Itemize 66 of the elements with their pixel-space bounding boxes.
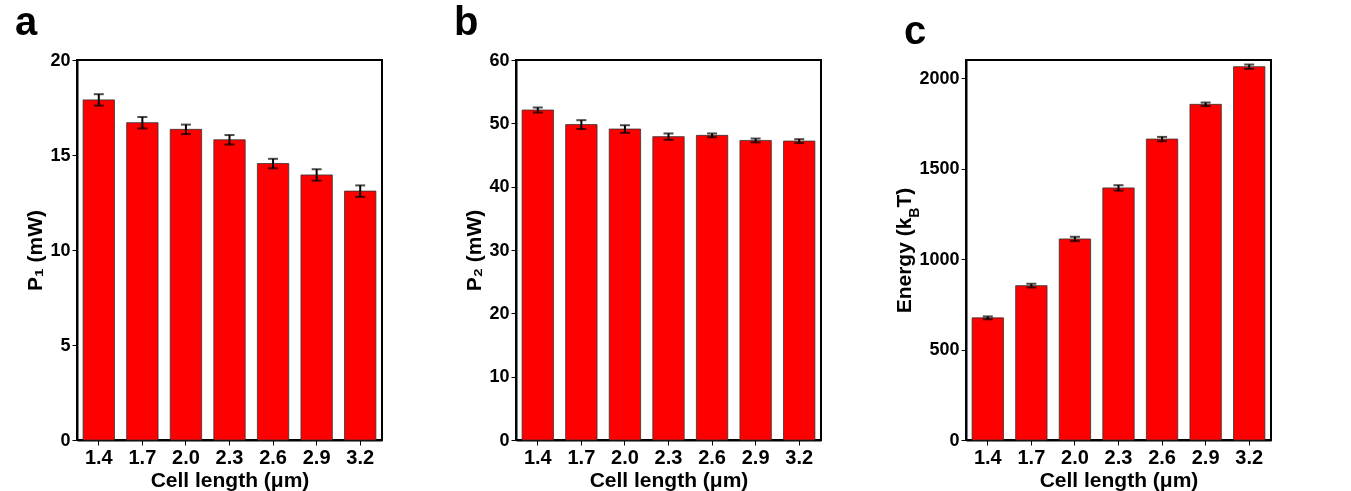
y-tick-label: 500	[929, 339, 960, 360]
x-tick-label: 1.7	[567, 445, 596, 468]
x-tick-label: 2.0	[1061, 445, 1089, 468]
y-tick-label: 20	[50, 49, 71, 70]
x-tick-label: 2.0	[611, 445, 639, 468]
x-tick-label: 2.6	[698, 445, 726, 468]
bar	[565, 124, 598, 441]
x-tick-label: 2.3	[1104, 445, 1133, 468]
y-axis-title: P₁ (mW)	[23, 209, 47, 292]
bar	[1015, 285, 1048, 441]
chart-title: b	[454, 0, 479, 43]
y-tick-label: 30	[489, 239, 510, 260]
bar	[344, 190, 377, 441]
x-tick-label: 1.4	[84, 445, 114, 468]
bar	[126, 122, 159, 441]
x-axis-title: Cell length (μm)	[150, 467, 310, 491]
bar	[1102, 187, 1135, 441]
y-tick-label: 0	[499, 429, 510, 450]
bar	[521, 109, 554, 441]
chart-title: a	[15, 0, 38, 43]
chart-title: c	[904, 8, 927, 52]
bar	[608, 128, 642, 441]
y-tick-label: 10	[489, 366, 510, 387]
x-tick-label: 1.7	[1017, 445, 1046, 468]
y-tick-label: 60	[489, 49, 510, 70]
y-tick-label: 5	[60, 334, 71, 355]
x-tick-label: 2.3	[215, 445, 244, 468]
bar	[1145, 138, 1179, 441]
x-tick-label: 2.3	[654, 445, 683, 468]
y-tick-label: 15	[50, 144, 71, 165]
x-tick-label: 3.2	[785, 445, 814, 468]
y-tick-label: 50	[489, 112, 510, 133]
y-tick-label: 20	[489, 302, 510, 323]
x-tick-label: 1.4	[973, 445, 1003, 468]
bar	[739, 140, 772, 441]
x-tick-label: 2.6	[259, 445, 287, 468]
bar	[971, 317, 1004, 441]
y-axis-title: P₂ (mW)	[462, 209, 486, 292]
x-tick-label: 2.9	[302, 445, 331, 468]
bar	[169, 128, 203, 441]
y-tick-label: 2000	[919, 67, 960, 88]
bar	[1189, 103, 1222, 441]
x-axis-title: Cell length (μm)	[1039, 467, 1199, 491]
bar	[1233, 66, 1266, 441]
y-tick-label: 0	[60, 429, 71, 450]
x-tick-label: 3.2	[346, 445, 375, 468]
y-tick-label: 10	[50, 239, 71, 260]
bar	[256, 163, 290, 441]
x-tick-label: 1.4	[523, 445, 553, 468]
x-axis-title: Cell length (μm)	[589, 467, 749, 491]
bar	[783, 140, 816, 441]
x-tick-label: 2.6	[1148, 445, 1176, 468]
y-tick-label: 40	[489, 176, 510, 197]
bar	[652, 136, 685, 441]
x-tick-label: 3.2	[1235, 445, 1264, 468]
x-tick-label: 2.9	[741, 445, 770, 468]
bar	[82, 99, 115, 441]
x-tick-label: 1.7	[128, 445, 157, 468]
x-tick-label: 2.9	[1191, 445, 1220, 468]
y-tick-label: 1500	[919, 158, 960, 179]
y-tick-label: 0	[949, 429, 960, 450]
bar	[1058, 238, 1092, 441]
x-tick-label: 2.0	[172, 445, 200, 468]
bar	[213, 139, 246, 441]
bar	[300, 174, 333, 441]
bar	[695, 134, 729, 441]
